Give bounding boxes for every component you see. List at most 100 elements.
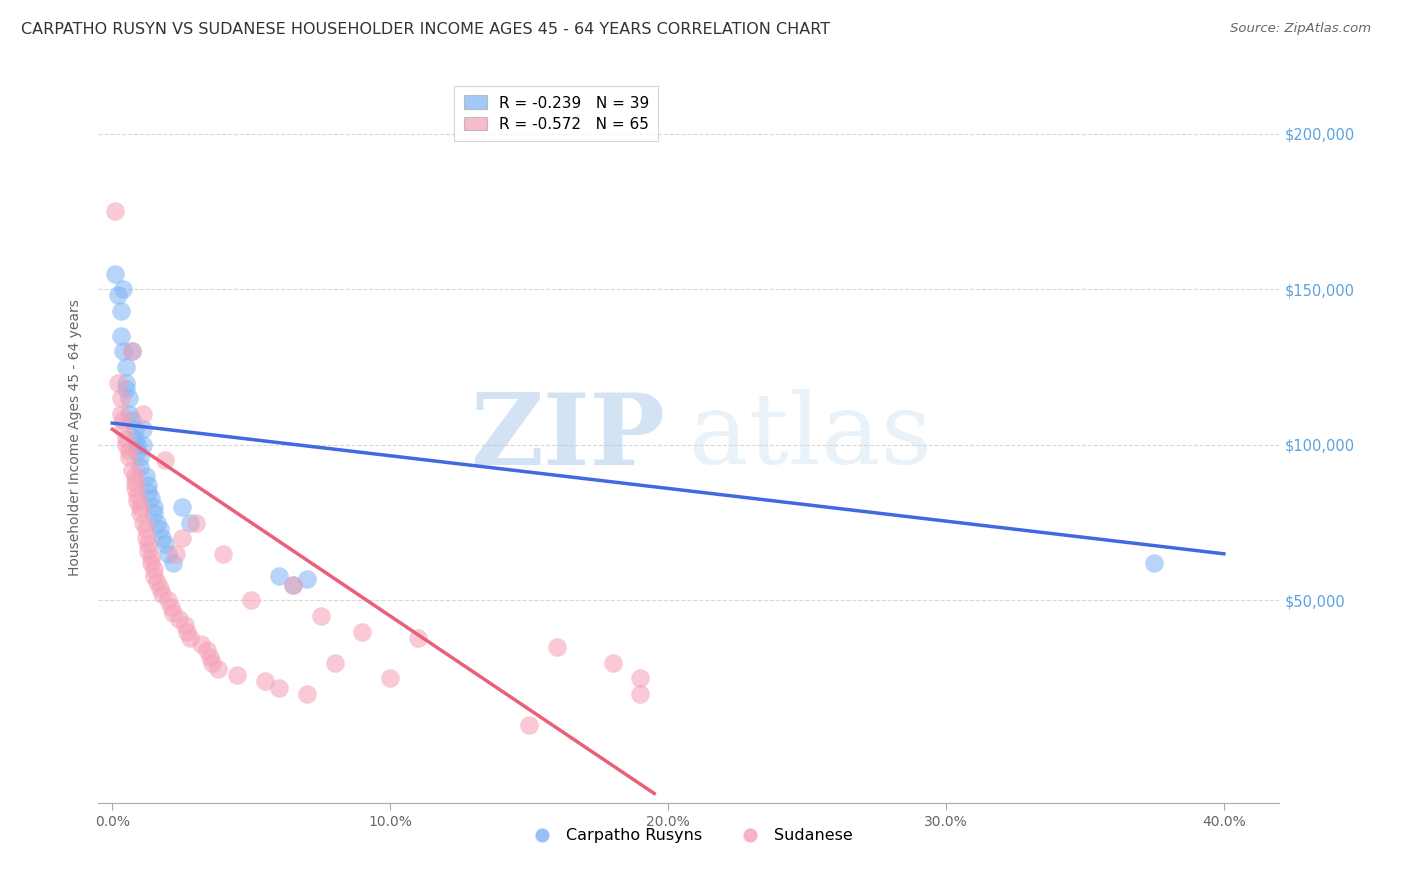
Point <box>150 531 173 545</box>
Point <box>132 422 155 436</box>
Point <box>162 556 184 570</box>
Point <box>159 599 181 614</box>
Point <box>156 547 179 561</box>
Point <box>352 624 374 639</box>
Point <box>201 656 224 670</box>
Point <box>124 475 146 490</box>
Point <box>207 662 229 676</box>
Point <box>115 438 138 452</box>
Point <box>602 656 624 670</box>
Point <box>104 267 127 281</box>
Point <box>107 288 129 302</box>
Point <box>132 438 155 452</box>
Point <box>198 649 221 664</box>
Point <box>112 282 135 296</box>
Point <box>195 643 218 657</box>
Point <box>146 516 169 530</box>
Point <box>150 587 173 601</box>
Point <box>226 668 249 682</box>
Point <box>323 656 346 670</box>
Point <box>132 516 155 530</box>
Point <box>138 537 160 551</box>
Point <box>546 640 568 655</box>
Text: Source: ZipAtlas.com: Source: ZipAtlas.com <box>1230 22 1371 36</box>
Point <box>153 453 176 467</box>
Point <box>295 572 318 586</box>
Point <box>254 674 277 689</box>
Point <box>110 407 132 421</box>
Point <box>628 671 651 685</box>
Point <box>115 382 138 396</box>
Point <box>118 391 141 405</box>
Point <box>118 450 141 465</box>
Point <box>406 631 429 645</box>
Point <box>138 478 160 492</box>
Point <box>141 549 163 564</box>
Point <box>628 687 651 701</box>
Point <box>127 438 149 452</box>
Point <box>141 491 163 505</box>
Point <box>127 494 149 508</box>
Point <box>170 531 193 545</box>
Point <box>141 556 163 570</box>
Point <box>179 516 201 530</box>
Point <box>267 681 290 695</box>
Point <box>135 531 157 545</box>
Point <box>176 624 198 639</box>
Legend: Carpatho Rusyns, Sudanese: Carpatho Rusyns, Sudanese <box>519 822 859 850</box>
Point <box>124 432 146 446</box>
Point <box>112 344 135 359</box>
Point <box>135 522 157 536</box>
Point <box>179 631 201 645</box>
Point <box>138 484 160 499</box>
Point <box>190 637 212 651</box>
Point <box>129 459 152 474</box>
Point <box>146 574 169 589</box>
Point <box>110 391 132 405</box>
Point <box>127 444 149 458</box>
Point <box>124 422 146 436</box>
Point <box>267 568 290 582</box>
Point <box>517 718 540 732</box>
Point <box>121 413 143 427</box>
Point <box>148 522 170 536</box>
Point <box>118 407 141 421</box>
Point <box>121 344 143 359</box>
Point <box>309 609 332 624</box>
Point <box>380 671 402 685</box>
Point <box>143 506 166 520</box>
Point <box>170 500 193 515</box>
Point <box>121 463 143 477</box>
Point <box>162 606 184 620</box>
Point <box>167 612 190 626</box>
Point <box>129 500 152 515</box>
Point <box>281 578 304 592</box>
Point <box>156 593 179 607</box>
Point <box>212 547 235 561</box>
Point <box>124 469 146 483</box>
Point <box>129 506 152 520</box>
Point <box>118 444 141 458</box>
Point <box>107 376 129 390</box>
Point <box>110 304 132 318</box>
Point <box>143 568 166 582</box>
Point <box>115 376 138 390</box>
Point <box>138 543 160 558</box>
Point <box>1143 556 1166 570</box>
Y-axis label: Householder Income Ages 45 - 64 years: Householder Income Ages 45 - 64 years <box>69 299 83 575</box>
Point <box>112 413 135 427</box>
Point <box>143 562 166 576</box>
Point <box>124 482 146 496</box>
Point <box>184 516 207 530</box>
Point <box>143 500 166 515</box>
Point <box>112 422 135 436</box>
Point <box>115 359 138 374</box>
Point <box>127 488 149 502</box>
Point <box>173 618 195 632</box>
Point <box>121 344 143 359</box>
Text: ZIP: ZIP <box>471 389 665 485</box>
Point <box>110 329 132 343</box>
Point <box>165 547 187 561</box>
Point <box>115 432 138 446</box>
Point <box>132 407 155 421</box>
